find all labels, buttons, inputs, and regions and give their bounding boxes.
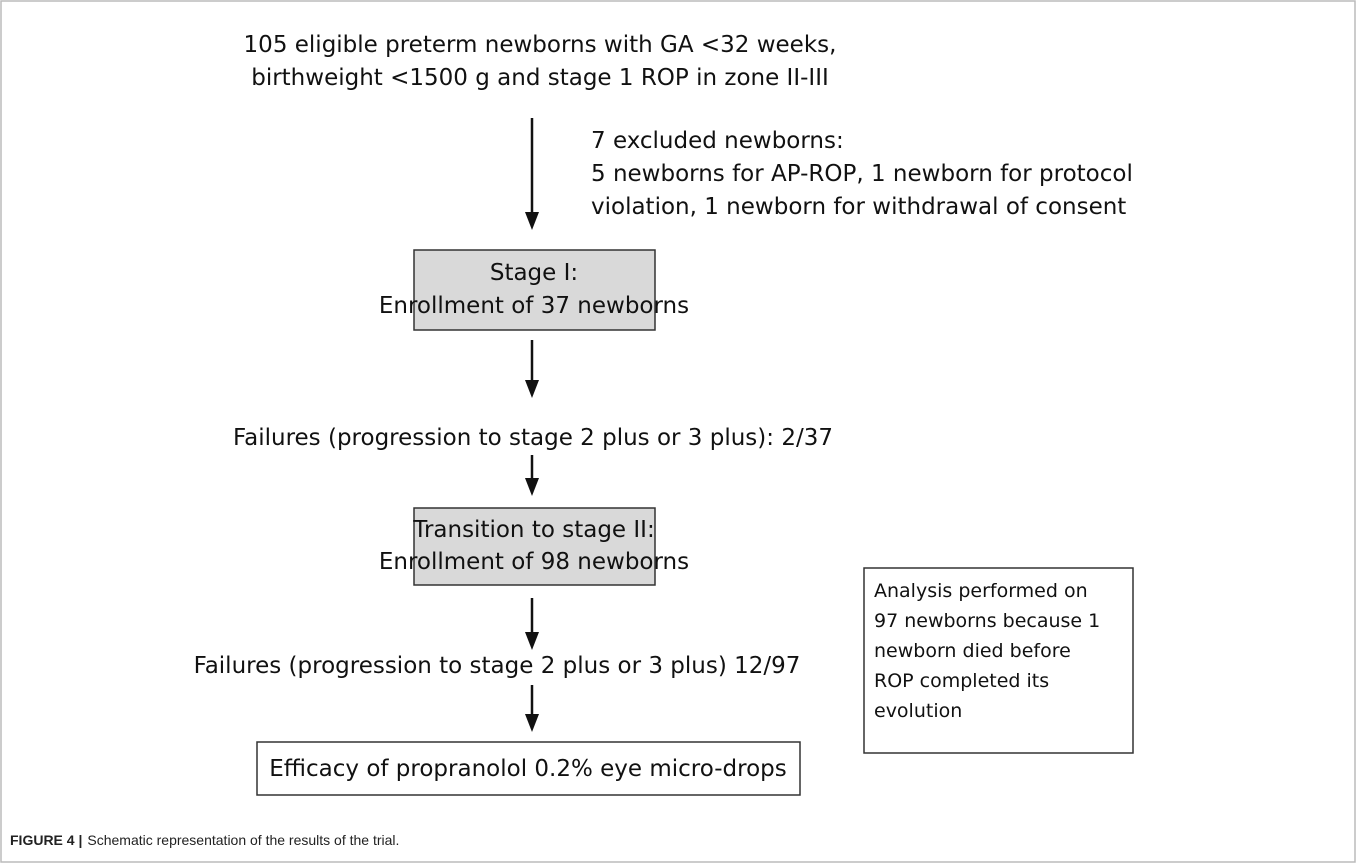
failures-text: Failures (progression to stage 2 plus or… (233, 425, 833, 451)
outcome-text: Efficacy of propranolol 0.2% eye micro-d… (269, 756, 787, 782)
note-text: Analysis performed on (874, 580, 1088, 602)
failures-text: Failures (progression to stage 2 plus or… (194, 653, 801, 679)
eligible-text: birthweight <1500 g and stage 1 ROP in z… (251, 65, 829, 91)
stage-1-box (413, 249, 656, 331)
excluded-text: 7 excluded newborns: (591, 128, 844, 154)
arrow-head (525, 632, 539, 650)
box-text: Enrollment of 98 newborns (379, 549, 689, 575)
note-text: 97 newborns because 1 (874, 610, 1100, 632)
excluded-text: violation, 1 newborn for withdrawal of c… (591, 194, 1126, 220)
outcome-box (256, 741, 801, 796)
excluded-text: 5 newborns for AP-ROP, 1 newborn for pro… (591, 161, 1133, 187)
arrow-head (525, 478, 539, 496)
caption: FIGURE 4 | Schematic representation of th… (10, 832, 399, 848)
note-text: ROP completed its (874, 670, 1049, 692)
caption-label: FIGURE 4 | (10, 832, 82, 848)
arrow-head (525, 714, 539, 732)
note-text: newborn died before (874, 640, 1071, 662)
arrow-head (525, 212, 539, 230)
box-text: Stage I: (490, 260, 578, 286)
box-text: Enrollment of 37 newborns (379, 293, 689, 319)
arrow-head (525, 380, 539, 398)
note-text: evolution (874, 700, 962, 722)
analysis-note-box (863, 567, 1134, 754)
stage-2-box (413, 507, 656, 586)
eligible-text: 105 eligible preterm newborns with GA <3… (244, 32, 837, 58)
caption-text: Schematic representation of the results … (87, 832, 399, 848)
box-text: Transition to stage II: (412, 517, 654, 543)
